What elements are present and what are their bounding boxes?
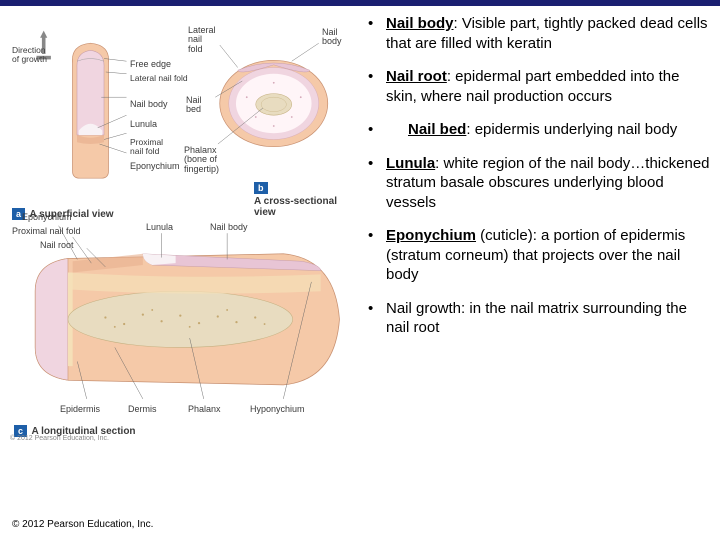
label-dermis-c: Dermis xyxy=(128,405,157,414)
diagram-column: Directionof growth Free edge Lateral nai… xyxy=(10,14,360,432)
term: Nail body xyxy=(386,15,454,32)
label-hyponychium-c: Hyponychium xyxy=(250,405,305,414)
caption-b-letter: b xyxy=(254,182,268,194)
label-free-edge: Free edge xyxy=(130,60,171,69)
definition: : epidermis underlying nail body xyxy=(466,121,677,138)
bullet-marker: • xyxy=(368,299,386,338)
bullet-marker: • xyxy=(368,154,386,213)
label-proximal-fold-a: Proximalnail fold xyxy=(130,138,163,156)
label-phalanx-b: Phalanx(bone offingertip) xyxy=(184,146,219,174)
label-phalanx-c: Phalanx xyxy=(188,405,221,414)
label-lunula-a: Lunula xyxy=(130,120,157,129)
label-lateral-fold-b: Lateralnailfold xyxy=(188,26,216,54)
figure-a-superficial: Directionof growth Free edge Lateral nai… xyxy=(10,18,180,203)
bullet-marker: • xyxy=(368,67,386,106)
bullet-marker: • xyxy=(368,226,386,285)
term: Lunula xyxy=(386,155,435,172)
bullet-text: Lunula: white region of the nail body…th… xyxy=(386,154,710,213)
bullet-item: •Lunula: white region of the nail body…t… xyxy=(368,154,710,213)
main-content: Directionof growth Free edge Lateral nai… xyxy=(0,6,720,432)
label-eponychium-a: Eponychium xyxy=(130,162,180,171)
label-nail-root-c: Nail root xyxy=(40,241,74,250)
label-nail-body-c: Nail body xyxy=(210,223,248,232)
term: Nail root xyxy=(386,68,447,85)
bullet-text: Nail bed: epidermis underlying nail body xyxy=(386,120,710,140)
bullet-text: Eponychium (cuticle): a portion of epide… xyxy=(386,226,710,285)
definition: : white region of the nail body…thickene… xyxy=(386,155,710,211)
bullet-marker: • xyxy=(368,14,386,53)
figure-b-cross-section: Lateralnailfold Nailbody Nailbed Phalanx… xyxy=(184,18,359,203)
bullet-text: Nail body: Visible part, tightly packed … xyxy=(386,14,710,53)
bullet-marker: • xyxy=(368,120,386,140)
bullet-item: •Nail bed: epidermis underlying nail bod… xyxy=(368,120,710,140)
term: Eponychium xyxy=(386,227,476,244)
label-epidermis-c: Epidermis xyxy=(60,405,100,414)
copyright-footer: © 2012 Pearson Education, Inc. xyxy=(12,519,153,530)
label-nail-bed-b: Nailbed xyxy=(186,96,202,115)
label-lunula-c: Lunula xyxy=(146,223,173,232)
bullet-item: •Eponychium (cuticle): a portion of epid… xyxy=(368,226,710,285)
label-proximal-fold-c: Proximal nail fold xyxy=(12,227,81,236)
top-diagrams: Directionof growth Free edge Lateral nai… xyxy=(10,18,360,203)
term-suffix: (cuticle) xyxy=(476,227,533,244)
label-direction: Directionof growth xyxy=(12,46,47,64)
label-nail-body-a: Nail body xyxy=(130,100,168,109)
term: Nail bed xyxy=(408,121,466,138)
bullet-text: Nail root: epidermal part embedded into … xyxy=(386,67,710,106)
bullet-list: •Nail body: Visible part, tightly packed… xyxy=(360,14,710,432)
bullet-text: Nail growth: in the nail matrix surround… xyxy=(386,299,710,338)
bullet-item: •Nail root: epidermal part embedded into… xyxy=(368,67,710,106)
bullet-item: •Nail growth: in the nail matrix surroun… xyxy=(368,299,710,338)
label-eponychium-c: Eponychium xyxy=(22,213,72,222)
bullet-item: •Nail body: Visible part, tightly packed… xyxy=(368,14,710,53)
label-lateral-fold-a: Lateral nail fold xyxy=(130,74,188,83)
label-nail-body-b: Nailbody xyxy=(322,28,342,47)
figure-c-longitudinal: Eponychium Proximal nail fold Nail root … xyxy=(10,207,360,432)
